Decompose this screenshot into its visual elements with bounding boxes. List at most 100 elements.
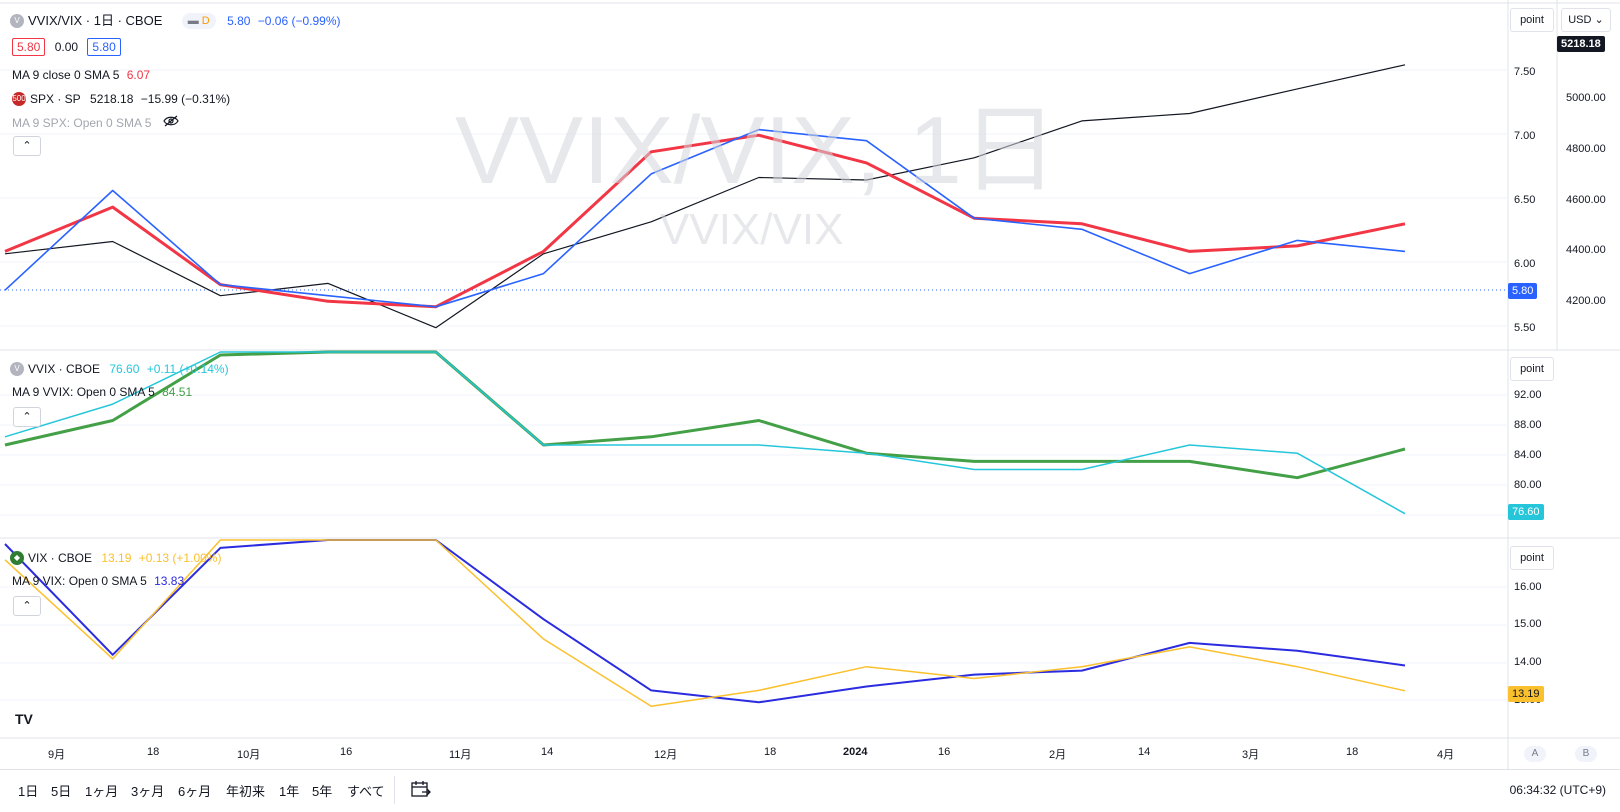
time-axis-label: 18: [764, 746, 777, 758]
delayed-label: D: [201, 14, 210, 27]
spx-title: SPX · SP: [30, 91, 81, 106]
log-scale-button[interactable]: B: [1575, 746, 1597, 762]
vix-change: +0.13 (+1.00%): [138, 550, 222, 565]
chevron-up-icon: ⌃: [22, 411, 32, 423]
currency-label: USD: [1568, 14, 1592, 26]
bottom-toolbar: 1日 5日 1ヶ月 3ヶ月 6ヶ月 年初来 1年 5年 すべて 06:34:32…: [0, 769, 1620, 812]
vvix-axis-label: 80.00: [1514, 479, 1542, 491]
vix-scale-mode-button[interactable]: point: [1510, 546, 1554, 570]
collapse-vix-legend-button[interactable]: ⌃: [13, 596, 41, 616]
price-change: −0.06 (−0.99%): [257, 13, 341, 28]
ratio-price-tag: 5.80: [1508, 283, 1538, 299]
vix-title: VIX · CBOE: [28, 550, 93, 565]
spx-change: −15.99 (−0.31%): [140, 91, 231, 106]
vvix-change: +0.11 (+0.14%): [146, 361, 229, 376]
spx-series-line: [4, 64, 1406, 329]
spx-price: 5218.18: [90, 91, 134, 106]
time-axis-label: 11月: [449, 749, 472, 761]
vvix-ma-line: [4, 350, 1406, 480]
scale-mode-button[interactable]: point: [1510, 8, 1554, 32]
ma-vix-label: MA 9 VIX: Open 0 SMA 5: [12, 573, 147, 588]
time-axis-label: 10月: [237, 749, 261, 761]
time-axis-label: 12月: [654, 749, 678, 761]
period-all-button[interactable]: すべて: [347, 784, 385, 799]
time-axis-label: 16: [938, 746, 951, 758]
time-axis-label: 9月: [48, 749, 66, 761]
vvix-axis-label: 88.00: [1514, 419, 1542, 431]
symbol-title[interactable]: VVIX/VIX · 1日 · CBOE: [28, 12, 163, 28]
calendar-range-icon[interactable]: [410, 780, 432, 805]
bid-box[interactable]: 5.80: [12, 38, 46, 56]
symbol-watermark: VVIX/VIX, 1日: [455, 97, 1058, 204]
vix-price-tag: 13.19: [1508, 686, 1544, 702]
period-ytd-button[interactable]: 年初来: [226, 784, 266, 799]
ratio-series-line: [4, 128, 1406, 308]
spread-value: 0.00: [54, 40, 79, 54]
ask-box[interactable]: 5.80: [87, 38, 121, 56]
ohlc-row: 5.80 0.00 5.80: [12, 38, 121, 56]
time-axis-label: 18: [147, 746, 160, 758]
period-1d-button[interactable]: 1日: [18, 784, 39, 799]
eye-hidden-icon[interactable]: [163, 115, 179, 130]
ratio-ma-line: [4, 133, 1406, 309]
vix-axis-label: 14.00: [1514, 656, 1542, 668]
vix-logo-icon: ◆: [10, 550, 24, 565]
market-status-badge[interactable]: ▬ D: [181, 12, 216, 29]
spx-axis-label: 4200.00: [1566, 295, 1606, 307]
vvix-scale-mode-button[interactable]: point: [1510, 357, 1554, 381]
ma-main-legend[interactable]: MA 9 close 0 SMA 5 6.07: [12, 66, 150, 83]
time-axis-label: 2024: [843, 746, 868, 758]
ratio-axis-label: 7.50: [1514, 66, 1536, 78]
time-axis-label: 14: [1138, 746, 1151, 758]
spx-axis-label: 4600.00: [1566, 194, 1606, 206]
collapse-vvix-legend-button[interactable]: ⌃: [13, 407, 41, 427]
vix-price: 13.19: [101, 550, 132, 565]
period-3m-button[interactable]: 3ヶ月: [131, 784, 165, 799]
vvix-series-line: [4, 351, 1406, 515]
time-axis-label: 18: [1346, 746, 1359, 758]
spx-axis-label: 4400.00: [1566, 244, 1606, 256]
period-5y-button[interactable]: 5年: [312, 784, 333, 799]
time-axis-label: 3月: [1242, 749, 1260, 761]
vix-legend[interactable]: ◆ VIX · CBOE 13.19 +0.13 (+1.00%): [10, 549, 221, 566]
tradingview-logo[interactable]: TV: [15, 711, 33, 727]
vvix-price-tag: 76.60: [1508, 504, 1544, 520]
spx-legend[interactable]: 500 SPX · SP 5218.18 −15.99 (−0.31%): [12, 90, 230, 107]
chevron-up-icon: ⌃: [22, 140, 32, 152]
chart-canvas[interactable]: [0, 0, 1620, 770]
period-5d-button[interactable]: 5日: [51, 784, 72, 799]
chevron-down-icon: ⌄: [1594, 14, 1604, 26]
vvix-title: VVIX · CBOE: [28, 361, 101, 376]
ma-spx-legend[interactable]: MA 9 SPX: Open 0 SMA 5: [12, 114, 179, 131]
period-1m-button[interactable]: 1ヶ月: [85, 784, 119, 799]
ma-vix-legend[interactable]: MA 9 VIX: Open 0 SMA 5 13.83: [12, 572, 184, 589]
ratio-axis-label: 7.00: [1514, 130, 1536, 142]
vix-axis-label: 16.00: [1514, 581, 1542, 593]
currency-button[interactable]: USD ⌄: [1561, 8, 1611, 32]
time-axis-label: 4月: [1437, 749, 1455, 761]
time-axis-label: 2月: [1049, 749, 1067, 761]
clock-timezone[interactable]: 06:34:32 (UTC+9): [1509, 783, 1606, 797]
period-6m-button[interactable]: 6ヶ月: [178, 784, 212, 799]
dash-icon: ▬: [187, 14, 199, 27]
spx-axis-label: 4800.00: [1566, 143, 1606, 155]
vvix-axis-label: 92.00: [1514, 389, 1542, 401]
collapse-legend-button[interactable]: ⌃: [13, 136, 41, 156]
vvix-axis-label: 84.00: [1514, 449, 1542, 461]
spx-price-tag: 5218.18: [1557, 36, 1605, 52]
spx-logo-icon: 500: [12, 91, 26, 106]
period-1y-button[interactable]: 1年: [279, 784, 300, 799]
ma-vvix-legend[interactable]: MA 9 VVIX: Open 0 SMA 5 84.51: [12, 383, 192, 400]
ma-vvix-value: 84.51: [162, 384, 193, 399]
vvix-legend[interactable]: V VVIX · CBOE 76.60 +0.11 (+0.14%): [10, 360, 229, 377]
ratio-axis-label: 6.50: [1514, 194, 1536, 206]
toolbar-divider: [394, 776, 395, 804]
ma-main-value: 6.07: [126, 67, 151, 82]
time-axis-label: 16: [340, 746, 353, 758]
vvix-price: 76.60: [109, 361, 140, 376]
auto-scale-button[interactable]: A: [1524, 746, 1546, 762]
main-legend-row[interactable]: V VVIX/VIX · 1日 · CBOE ▬ D 5.80 −0.06 (−0…: [10, 12, 341, 29]
spx-axis-label: 5000.00: [1566, 92, 1606, 104]
time-axis-label: 14: [541, 746, 554, 758]
